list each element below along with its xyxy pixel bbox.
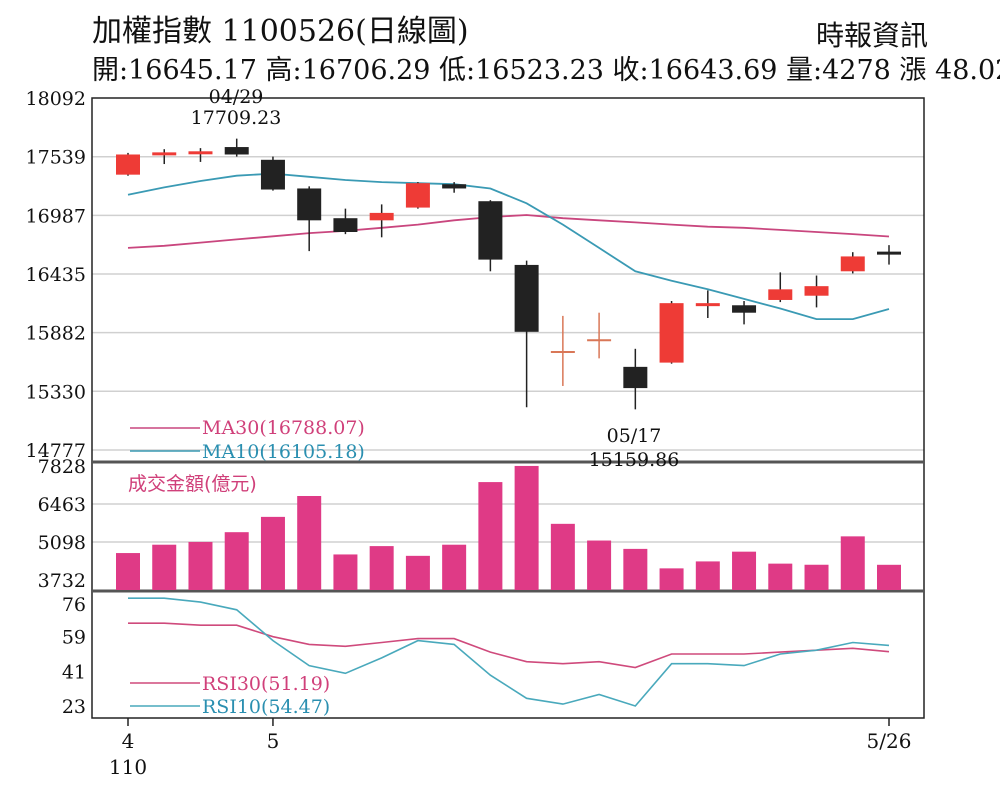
high-date-label: 04/29 <box>209 86 264 108</box>
candle-body <box>623 366 648 389</box>
candle-body <box>732 305 757 313</box>
candle-body <box>369 212 394 221</box>
volume-bar <box>297 496 322 590</box>
volume-bar <box>732 551 757 590</box>
candle-body <box>877 251 901 255</box>
volume-bar <box>804 564 829 590</box>
high-value-label: 17709.23 <box>191 107 282 129</box>
xaxis-month-label: 5/26 <box>867 729 912 753</box>
price-ytick-label: 17539 <box>26 147 86 169</box>
volume-bar <box>116 553 140 590</box>
xaxis-month-label: 4 <box>122 729 135 753</box>
volume-bar <box>877 564 901 590</box>
xaxis-month-label: 5 <box>267 729 280 753</box>
price-ytick-label: 16987 <box>26 205 86 227</box>
volume-bar <box>587 540 612 590</box>
volume-bar <box>333 554 358 590</box>
candles <box>116 138 901 410</box>
low-date-label: 05/17 <box>607 425 662 447</box>
volume-panel-title: 成交金額(億元) <box>128 473 257 495</box>
candle-body <box>188 151 213 155</box>
candle-body <box>152 152 177 156</box>
source-label: 時報資訊 <box>815 19 928 52</box>
candle-body <box>442 184 467 189</box>
volume-ytick-label: 7828 <box>38 456 86 478</box>
xaxis-year-label: 110 <box>109 755 147 779</box>
volume-bar <box>442 544 467 590</box>
rsi30-line <box>128 622 890 669</box>
rsi10-line <box>128 597 890 707</box>
volume-bar <box>550 523 575 590</box>
candle-body <box>768 289 793 300</box>
volume-bar <box>369 546 394 590</box>
candle-body <box>804 286 829 296</box>
candle-body <box>116 154 140 175</box>
price-ytick-label: 14777 <box>26 440 86 462</box>
price-ytick-label: 16435 <box>26 264 86 286</box>
panel-frames <box>91 97 925 719</box>
low-value-label: 15159.86 <box>589 449 680 471</box>
rsi-ytick-label: 23 <box>62 696 86 718</box>
price-ytick-label: 18092 <box>26 88 86 110</box>
volume-bar <box>188 541 213 590</box>
volume-bar <box>478 482 503 590</box>
candle-body <box>695 303 720 307</box>
rsi-ytick-label: 59 <box>62 627 86 649</box>
rsi-ytick-label: 76 <box>62 594 86 616</box>
gridlines <box>92 155 924 543</box>
candle-body <box>840 256 865 272</box>
ohlc-summary: 開:16645.17 高:16706.29 低:16523.23 收:16643… <box>92 55 1000 86</box>
chart-title: 加權指數 1100526(日線圖) <box>92 14 469 49</box>
volume-bar <box>623 548 648 590</box>
volume-bar <box>659 568 684 590</box>
volume-ytick-label: 6463 <box>38 494 86 516</box>
candle-body <box>478 201 503 260</box>
candle-body <box>260 159 285 190</box>
chart-border <box>91 97 925 719</box>
candle-body <box>405 183 430 208</box>
ma10-legend-label: MA10(16105.18) <box>202 441 365 463</box>
volume-bar <box>405 555 430 590</box>
volume-bar <box>695 561 720 590</box>
ma30-line <box>127 214 890 249</box>
volume-bars <box>116 465 901 590</box>
volume-ytick-label: 3732 <box>38 570 86 592</box>
rsi-ytick-label: 41 <box>62 661 86 683</box>
candle-body <box>224 147 249 155</box>
volume-bar <box>260 516 285 590</box>
volume-bar <box>768 563 793 590</box>
price-ytick-label: 15882 <box>26 323 86 345</box>
volume-bar <box>152 544 177 590</box>
price-ytick-label: 15330 <box>26 381 86 403</box>
moving-averages <box>127 172 890 321</box>
ma30-legend-label: MA30(16788.07) <box>202 417 365 439</box>
volume-ytick-label: 5098 <box>38 532 86 554</box>
candle-body <box>659 303 684 363</box>
rsi-lines <box>128 597 890 707</box>
volume-bar <box>224 532 249 590</box>
volume-bar <box>840 536 865 590</box>
rsi30-legend-label: RSI30(51.19) <box>202 673 330 695</box>
candle-body <box>297 188 322 221</box>
candle-body <box>333 218 358 233</box>
rsi10-legend-label: RSI10(54.47) <box>202 696 330 718</box>
ma10-line <box>127 172 890 321</box>
candle-body <box>514 264 539 332</box>
volume-bar <box>514 465 539 590</box>
